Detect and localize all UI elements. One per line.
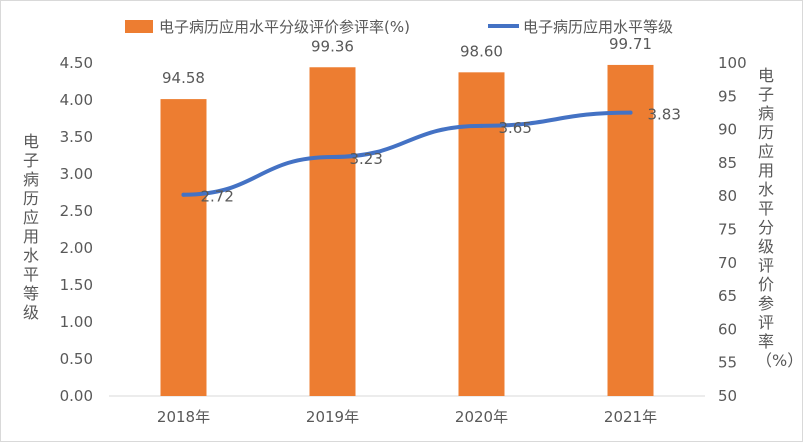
left-axis-tick-label: 3.00 (60, 165, 93, 183)
right-axis-title: 电子病历应用水平分级评价参评率（%） (756, 66, 803, 370)
left-axis-tick-label: 3.50 (60, 128, 93, 146)
x-axis-tick-label: 2020年 (455, 408, 508, 426)
right-axis-tick-label: 65 (718, 287, 737, 305)
line-data-labels: 2.72 3.23 3.65 3.83 (201, 106, 681, 206)
right-axis-tick-label: 90 (718, 121, 737, 139)
line-data-label: 3.65 (499, 119, 532, 137)
left-axis-tick-label: 0.00 (60, 387, 93, 405)
x-axis-tick-label: 2019年 (306, 408, 359, 426)
left-axis-tick-label: 4.50 (60, 54, 93, 72)
legend-line-label: 电子病历应用水平等级 (523, 18, 673, 36)
legend-bar-swatch (125, 20, 153, 33)
legend: 电子病历应用水平分级评价参评率(%) 电子病历应用水平等级 (125, 18, 673, 36)
bar-data-label: 99.36 (311, 37, 354, 55)
line-point (628, 110, 633, 115)
left-axis-ticks: 0.00 0.50 1.00 1.50 2.00 2.50 3.00 3.50 4.00 4.50 (60, 54, 93, 405)
line-data-label: 3.83 (648, 106, 681, 124)
left-axis-tick-label: 1.50 (60, 276, 93, 294)
right-axis-tick-label: 80 (718, 187, 737, 205)
right-axis-tick-label: 95 (718, 87, 737, 105)
left-axis-tick-label: 2.00 (60, 239, 93, 257)
left-axis-tick-label: 2.50 (60, 202, 93, 220)
right-axis-tick-label: 55 (718, 354, 737, 372)
x-axis-ticks: 2018年 2019年 2020年 2021年 (157, 408, 657, 426)
series-line (181, 110, 633, 197)
bar-data-label: 94.58 (162, 69, 205, 87)
line-point (479, 123, 484, 128)
left-axis-tick-label: 0.50 (60, 350, 93, 368)
right-axis-tick-label: 75 (718, 221, 737, 239)
right-axis-tick-label: 50 (718, 387, 737, 405)
bar-data-label: 98.60 (460, 42, 503, 60)
line-point (330, 154, 335, 159)
left-axis-tick-label: 1.00 (60, 313, 93, 331)
line-data-label: 2.72 (201, 188, 234, 206)
right-axis-ticks: 50 55 60 65 70 75 80 85 90 95 100 (718, 54, 747, 405)
left-axis-tick-label: 4.00 (60, 91, 93, 109)
right-axis-tick-label: 85 (718, 154, 737, 172)
line-point (181, 192, 186, 197)
bar (607, 64, 654, 396)
legend-bar-label: 电子病历应用水平分级评价参评率(%) (159, 18, 410, 36)
right-axis-tick-label: 70 (718, 254, 737, 272)
right-axis-tick-label: 60 (718, 320, 737, 338)
x-axis-tick-label: 2018年 (157, 408, 210, 426)
line-series (181, 110, 633, 197)
bar (309, 67, 356, 397)
bar-data-label: 99.71 (609, 35, 652, 53)
bar-data-labels: 94.58 99.36 98.60 99.71 (162, 35, 652, 87)
line-data-label: 3.23 (350, 150, 383, 168)
left-axis-title: 电子病历应用水平等级 (22, 132, 39, 322)
right-axis-tick-label: 100 (718, 54, 747, 72)
bar (160, 99, 207, 396)
x-axis-tick-label: 2021年 (604, 408, 657, 426)
